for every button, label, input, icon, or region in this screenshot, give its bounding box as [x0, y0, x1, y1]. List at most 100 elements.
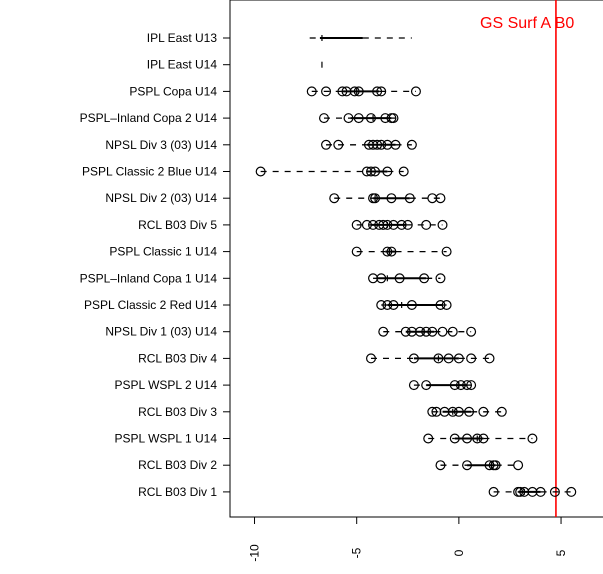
category-label: IPL East U13	[147, 31, 218, 45]
x-tick-label: -10	[248, 544, 262, 562]
data-point	[351, 219, 362, 230]
data-point	[427, 193, 438, 204]
data-point	[382, 300, 393, 311]
plot-frame	[229, 0, 603, 518]
data-point	[388, 300, 399, 311]
data-point	[398, 166, 409, 177]
category-label: IPL East U14	[147, 58, 218, 72]
data-point	[382, 219, 393, 230]
data-point	[453, 406, 464, 417]
data-point	[376, 86, 387, 97]
data-point	[406, 326, 417, 337]
data-point	[378, 326, 389, 337]
data-point	[466, 380, 477, 391]
data-point	[349, 86, 360, 97]
data-point	[435, 460, 446, 471]
data-point	[421, 380, 432, 391]
data-point	[380, 113, 391, 124]
data-point	[353, 113, 364, 124]
category-label: NPSL Div 3 (03) U14	[105, 138, 217, 152]
data-point	[478, 406, 489, 417]
data-point	[376, 300, 387, 311]
data-point	[423, 433, 434, 444]
data-point	[453, 353, 464, 364]
category-label: PSPL WSPL 1 U14	[115, 432, 218, 446]
category-label: PSPL Classic 1 U14	[109, 245, 217, 259]
data-point	[388, 113, 399, 124]
data-point	[464, 406, 475, 417]
data-point	[513, 460, 524, 471]
data-point	[408, 380, 419, 391]
category-label: RCL B03 Div 2	[138, 458, 217, 472]
data-point	[382, 139, 393, 150]
data-point	[376, 139, 387, 150]
data-point	[472, 433, 483, 444]
data-point	[449, 380, 460, 391]
data-point	[496, 406, 507, 417]
data-point	[439, 406, 450, 417]
data-point	[484, 460, 495, 471]
data-point	[488, 486, 499, 497]
data-point	[566, 486, 577, 497]
data-point	[427, 326, 438, 337]
data-point	[394, 273, 405, 284]
data-point	[433, 353, 444, 364]
data-point	[376, 273, 387, 284]
data-point	[462, 380, 473, 391]
data-point	[363, 139, 374, 150]
data-point	[519, 486, 530, 497]
data-point	[321, 86, 332, 97]
data-point	[361, 219, 372, 230]
data-point	[421, 326, 432, 337]
data-point	[368, 139, 379, 150]
data-point	[466, 353, 477, 364]
data-point	[455, 380, 466, 391]
data-point	[415, 326, 426, 337]
data-point	[378, 219, 389, 230]
data-point	[372, 139, 383, 150]
plot-border	[229, 0, 603, 518]
category-label: PSPL WSPL 2 U14	[115, 378, 218, 392]
data-point	[396, 219, 407, 230]
box-group	[255, 35, 577, 497]
data-point	[321, 139, 332, 150]
data-point	[441, 300, 452, 311]
data-point	[490, 460, 501, 471]
category-label: PSPL–Inland Copa 2 U14	[80, 111, 218, 125]
data-point	[435, 300, 446, 311]
data-point	[351, 246, 362, 257]
category-label: RCL B03 Div 3	[138, 405, 217, 419]
data-point	[255, 166, 266, 177]
data-point	[370, 166, 381, 177]
data-point	[386, 246, 397, 257]
data-point	[402, 219, 413, 230]
category-label: NPSL Div 2 (03) U14	[105, 191, 217, 205]
data-point	[374, 219, 385, 230]
data-point	[337, 86, 348, 97]
data-point	[329, 193, 340, 204]
data-point	[535, 486, 546, 497]
data-point	[466, 326, 477, 337]
category-labels: IPL East U13 IPL East U14 PSPL Copa U14 PSP…	[80, 31, 230, 499]
data-point	[370, 193, 381, 204]
data-point	[368, 219, 379, 230]
category-label: RCL B03 Div 4	[138, 351, 217, 365]
reference-line-group: GS Surf A B0	[480, 0, 574, 517]
data-point	[435, 273, 446, 284]
category-label: PSPL Classic 2 Red U14	[84, 298, 217, 312]
data-point	[406, 139, 417, 150]
data-point	[366, 166, 377, 177]
data-point	[443, 353, 454, 364]
data-point	[447, 326, 458, 337]
category-label: PSPL–Inland Copa 1 U14	[80, 271, 218, 285]
data-point	[441, 246, 452, 257]
data-point	[408, 353, 419, 364]
data-point	[421, 219, 432, 230]
x-tick-label: 0	[452, 549, 466, 556]
data-point	[431, 406, 442, 417]
data-point	[366, 353, 377, 364]
data-point	[484, 353, 495, 364]
data-point	[435, 193, 446, 204]
data-point	[388, 219, 399, 230]
data-point	[437, 326, 448, 337]
